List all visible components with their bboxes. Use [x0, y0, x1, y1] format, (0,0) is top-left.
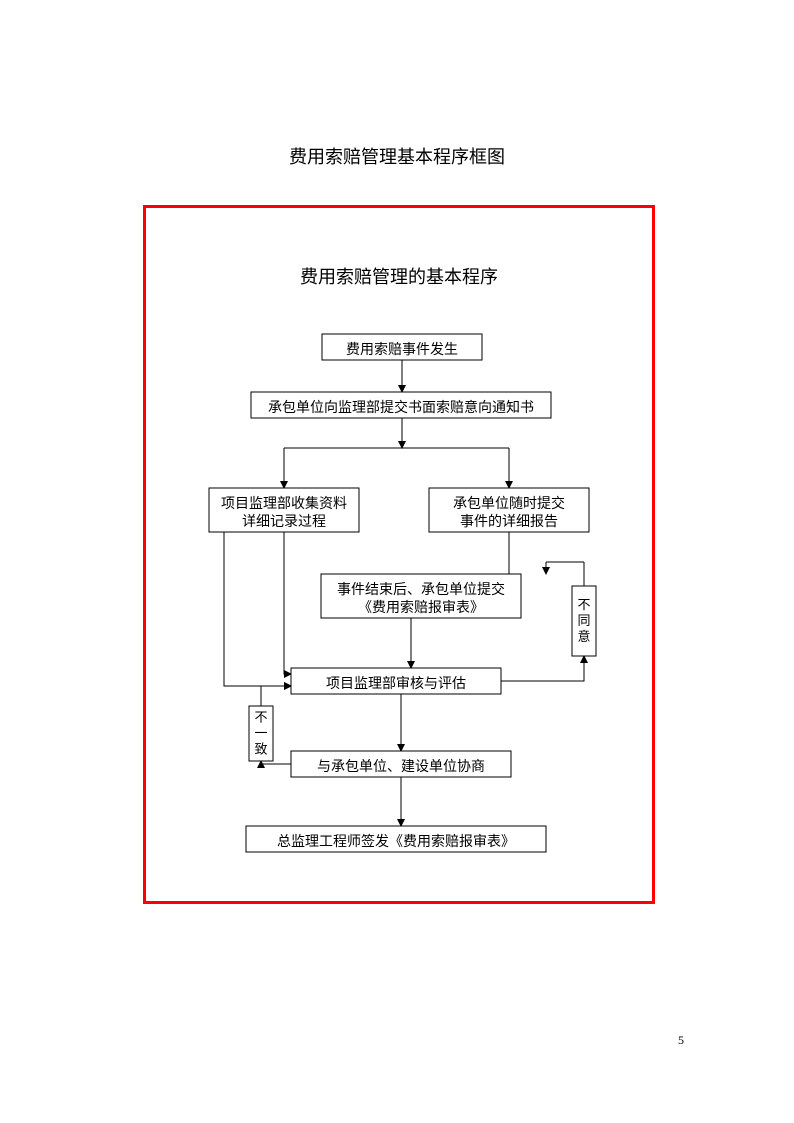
svg-text:一: 一: [254, 726, 267, 741]
svg-text:详细记录过程: 详细记录过程: [242, 514, 326, 530]
svg-text:费用索赔事件发生: 费用索赔事件发生: [346, 341, 458, 358]
svg-text:不: 不: [254, 710, 267, 725]
node-n5: 事件结束后、承包单位提交《费用索赔报审表》: [321, 574, 521, 618]
svg-text:不: 不: [577, 597, 590, 612]
node-n1: 费用索赔事件发生: [322, 334, 482, 360]
svg-text:项目监理部收集资料: 项目监理部收集资料: [221, 495, 347, 512]
node-n2: 承包单位向监理部提交书面索赔意向通知书: [251, 392, 551, 418]
flowchart-svg: 费用索赔事件发生承包单位向监理部提交书面索赔意向通知书项目监理部收集资料详细记录…: [146, 208, 658, 907]
svg-text:《费用索赔报审表》: 《费用索赔报审表》: [358, 599, 484, 616]
node-n4: 承包单位随时提交事件的详细报告: [429, 488, 589, 532]
page-title: 费用索赔管理基本程序框图: [0, 143, 794, 169]
svg-text:致: 致: [254, 742, 267, 757]
nodes-group: 费用索赔事件发生承包单位向监理部提交书面索赔意向通知书项目监理部收集资料详细记录…: [209, 334, 596, 852]
edge: [284, 532, 291, 674]
edge: [261, 686, 291, 706]
svg-text:项目监理部审核与评估: 项目监理部审核与评估: [326, 676, 466, 692]
diagram-frame: 费用索赔管理的基本程序 费用索赔事件发生承包单位向监理部提交书面索赔意向通知书项…: [143, 205, 655, 904]
svg-text:承包单位向监理部提交书面索赔意向通知书: 承包单位向监理部提交书面索赔意向通知书: [268, 399, 534, 416]
page-number: 5: [678, 1033, 684, 1048]
node-n3: 项目监理部收集资料详细记录过程: [209, 488, 359, 532]
node-n8: 总监理工程师签发《费用索赔报审表》: [246, 826, 546, 852]
svg-text:与承包单位、建设单位协商: 与承包单位、建设单位协商: [317, 759, 485, 775]
svg-text:同: 同: [577, 613, 590, 628]
svg-text:意: 意: [577, 629, 590, 644]
node-lbl_inconsistent: 不一致: [249, 706, 273, 761]
edge: [501, 656, 584, 681]
svg-text:事件结束后、承包单位提交: 事件结束后、承包单位提交: [337, 581, 505, 598]
edge: [224, 532, 291, 686]
svg-text:总监理工程师签发《费用索赔报审表》: 总监理工程师签发《费用索赔报审表》: [277, 833, 515, 850]
node-lbl_disagree: 不同意: [572, 586, 596, 656]
node-n6: 项目监理部审核与评估: [291, 668, 501, 694]
edge: [546, 562, 584, 586]
node-n7: 与承包单位、建设单位协商: [291, 751, 511, 777]
svg-text:承包单位随时提交: 承包单位随时提交: [453, 495, 565, 512]
svg-text:事件的详细报告: 事件的详细报告: [460, 514, 558, 530]
